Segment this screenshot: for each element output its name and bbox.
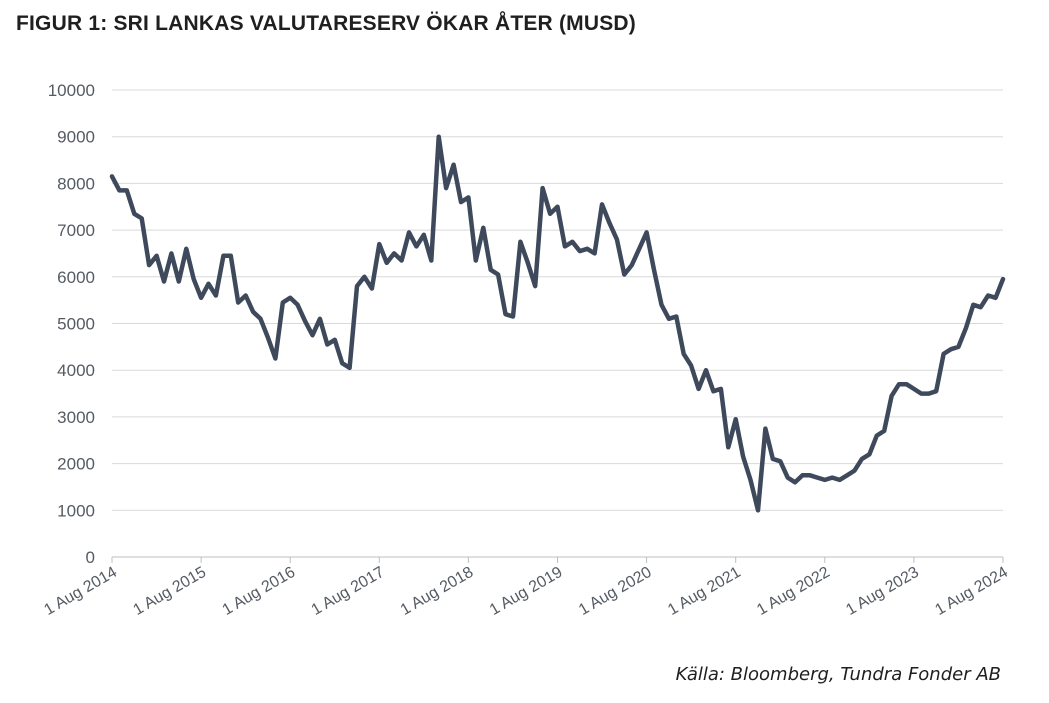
x-tick-label: 1 Aug 2022 xyxy=(754,564,833,619)
x-tick-label: 1 Aug 2015 xyxy=(130,564,209,619)
x-tick-label: 1 Aug 2024 xyxy=(932,564,1011,619)
x-tick-label: 1 Aug 2020 xyxy=(576,564,655,619)
series-line xyxy=(109,134,1006,513)
x-tick-label: 1 Aug 2018 xyxy=(398,564,477,619)
y-tick-label: 3000 xyxy=(57,408,95,427)
y-tick-label: 7000 xyxy=(57,221,95,240)
x-axis xyxy=(111,556,1004,563)
x-tick-label: 1 Aug 2014 xyxy=(41,564,120,619)
x-tick-label: 1 Aug 2023 xyxy=(843,564,922,619)
y-tick-label: 9000 xyxy=(57,128,95,147)
y-tick-label: 2000 xyxy=(57,455,95,474)
y-tick-label: 6000 xyxy=(57,268,95,287)
source-note: Källa: Bloomberg, Tundra Fonder AB xyxy=(675,664,1001,685)
x-axis-ticks: 1 Aug 2014 1 Aug 2015 1 Aug 2016 1 Aug 2017… xyxy=(41,564,1011,619)
y-tick-label: 1000 xyxy=(57,501,95,520)
x-tick-label: 1 Aug 2021 xyxy=(665,564,744,619)
y-axis-ticks: 0 1000 2000 3000 4000 5000 6000 7000 8000 9000 100… xyxy=(48,81,95,567)
y-tick-label: 4000 xyxy=(57,361,95,380)
chart-title: FIGUR 1: SRI LANKAS VALUTARESERV ÖKAR ÅT… xyxy=(16,12,636,35)
y-tick-label: 0 xyxy=(86,548,95,567)
y-tick-label: 5000 xyxy=(57,315,95,334)
y-tick-label: 8000 xyxy=(57,174,95,193)
x-tick-label: 1 Aug 2017 xyxy=(309,564,388,619)
x-tick-label: 1 Aug 2016 xyxy=(220,564,299,619)
x-tick-label: 1 Aug 2019 xyxy=(487,564,566,619)
gridlines xyxy=(112,89,1003,511)
y-tick-label: 10000 xyxy=(48,81,95,100)
